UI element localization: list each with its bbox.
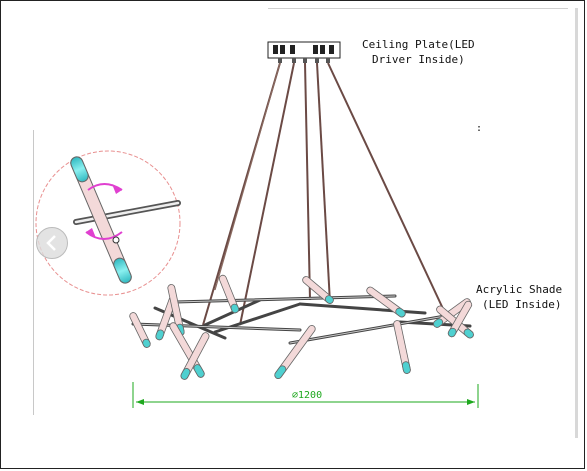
shade-label-line2: (LED Inside) (482, 298, 562, 311)
ceiling-plate-label: Ceiling Plate(LED Driver Inside) (362, 37, 475, 67)
previous-button[interactable] (36, 227, 68, 259)
acrylic-shade (180, 332, 210, 380)
shade-label-line1: Acrylic Shade (476, 283, 563, 296)
ceiling-plate (267, 41, 341, 63)
acrylic-shade (169, 322, 205, 378)
acrylic-shade (447, 300, 473, 338)
right-scroll-strip (575, 8, 578, 438)
rotation-detail (35, 150, 181, 296)
acrylic-shade-label: Acrylic Shade (LED Inside) (476, 282, 562, 312)
suspension-wires (202, 62, 446, 326)
acrylic-shade (433, 298, 471, 328)
acrylic-shade (366, 286, 406, 318)
ceiling-label-line2: Driver Inside) (372, 53, 465, 66)
annotation-mark: : (476, 123, 483, 134)
top-divider (268, 8, 568, 9)
diameter-label: ⌀1200 (290, 390, 325, 401)
dimension-line (132, 382, 479, 408)
acrylic-shades (129, 274, 474, 380)
acrylic-shade (393, 320, 411, 374)
acrylic-shade (218, 274, 240, 314)
acrylic-shade (129, 312, 151, 348)
ring-rods (131, 294, 472, 345)
acrylic-shade (274, 325, 316, 379)
left-guide-line (33, 130, 34, 415)
ceiling-label-line1: Ceiling Plate(LED (362, 38, 475, 51)
acrylic-shade (302, 276, 334, 304)
chevron-left-icon (46, 235, 56, 251)
